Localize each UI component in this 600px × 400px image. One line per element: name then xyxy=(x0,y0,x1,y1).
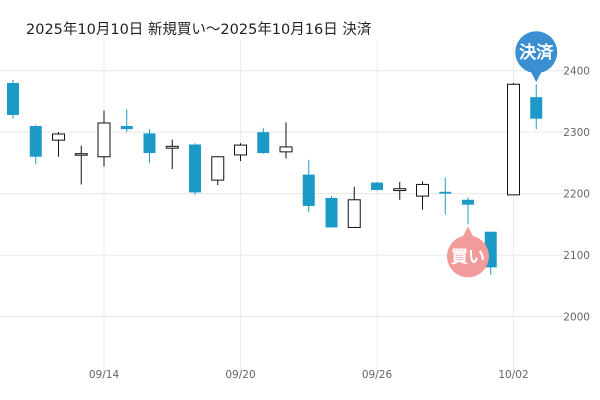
candle xyxy=(234,143,247,162)
candle-body-up xyxy=(279,146,293,153)
candle xyxy=(143,129,156,163)
chart-title: 2025年10月10日 新規買い〜2025年10月16日 決済 xyxy=(26,22,372,38)
candle-body-down xyxy=(530,97,543,119)
candle xyxy=(120,109,133,133)
candle-body-up xyxy=(52,133,65,141)
candle-body-down xyxy=(462,199,474,205)
marker-bubble xyxy=(515,31,558,74)
marker-label: 決済 xyxy=(519,42,554,63)
candle xyxy=(462,197,474,225)
marker-label: 買い xyxy=(451,247,485,267)
buy-marker: 買い xyxy=(447,226,489,278)
y-tick-label: 2400 xyxy=(563,66,590,78)
candle-body-down xyxy=(325,197,338,228)
candle xyxy=(371,181,383,191)
candle xyxy=(97,110,111,167)
candle xyxy=(393,181,407,200)
y-tick-label: 2300 xyxy=(563,127,590,139)
candle xyxy=(52,132,65,157)
candle xyxy=(325,196,338,228)
candle xyxy=(29,124,42,165)
candle xyxy=(302,159,315,213)
candle-body-down xyxy=(29,126,42,157)
candle-body-up xyxy=(393,188,407,192)
y-tick-label: 2200 xyxy=(563,189,590,201)
candle-body-up xyxy=(74,153,88,156)
candle-body-up xyxy=(165,145,179,149)
candle-body-up xyxy=(507,83,520,196)
candle xyxy=(439,177,452,215)
marker-bubble xyxy=(447,235,489,278)
x-tick-label: 09/26 xyxy=(362,369,393,381)
marker-pointer xyxy=(530,70,543,83)
candle-body-down xyxy=(120,126,133,130)
candle xyxy=(416,181,429,210)
candle xyxy=(530,84,543,130)
candle-body-up xyxy=(416,183,429,197)
candle xyxy=(7,79,19,119)
candle-body-down xyxy=(257,132,270,154)
candle xyxy=(189,143,201,195)
x-tick-label: 10/02 xyxy=(498,369,528,381)
candle xyxy=(507,83,520,196)
candle-body-down xyxy=(143,133,156,154)
candle xyxy=(279,122,293,159)
x-tick-label: 09/20 xyxy=(225,369,255,381)
y-tick-label: 2000 xyxy=(563,312,590,324)
candle-body-down xyxy=(371,182,383,190)
y-tick-label: 2100 xyxy=(563,250,590,262)
candle xyxy=(347,186,361,228)
candle xyxy=(211,156,225,186)
candle xyxy=(74,145,88,185)
x-tick-label: 09/14 xyxy=(89,369,120,381)
candle-body-up xyxy=(347,199,361,228)
candle-body-down xyxy=(439,191,452,194)
candle-body-up xyxy=(234,144,247,156)
sell-marker: 決済 xyxy=(515,31,558,83)
marker-pointer xyxy=(462,226,474,239)
candle-body-up xyxy=(211,156,225,181)
candle-body-down xyxy=(302,174,315,206)
candle-body-up xyxy=(97,122,111,158)
candle xyxy=(257,127,270,154)
candle xyxy=(165,139,179,170)
candle-body-down xyxy=(7,83,19,115)
candle-body-down xyxy=(189,144,201,193)
